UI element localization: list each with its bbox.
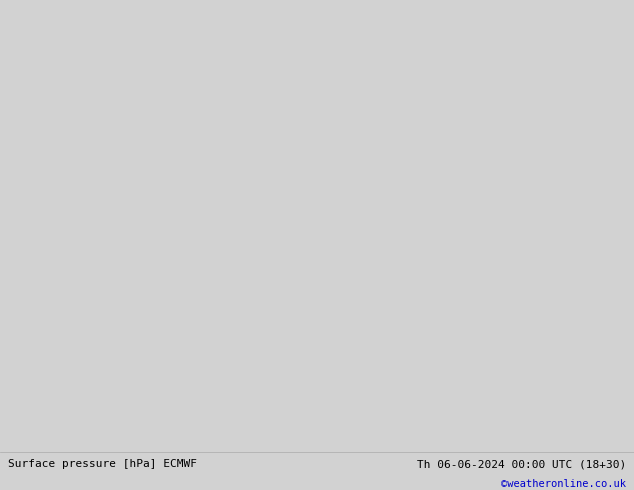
Text: ©weatheronline.co.uk: ©weatheronline.co.uk [501, 479, 626, 489]
Text: Th 06-06-2024 00:00 UTC (18+30): Th 06-06-2024 00:00 UTC (18+30) [417, 459, 626, 469]
Text: Surface pressure [hPa] ECMWF: Surface pressure [hPa] ECMWF [8, 459, 197, 469]
